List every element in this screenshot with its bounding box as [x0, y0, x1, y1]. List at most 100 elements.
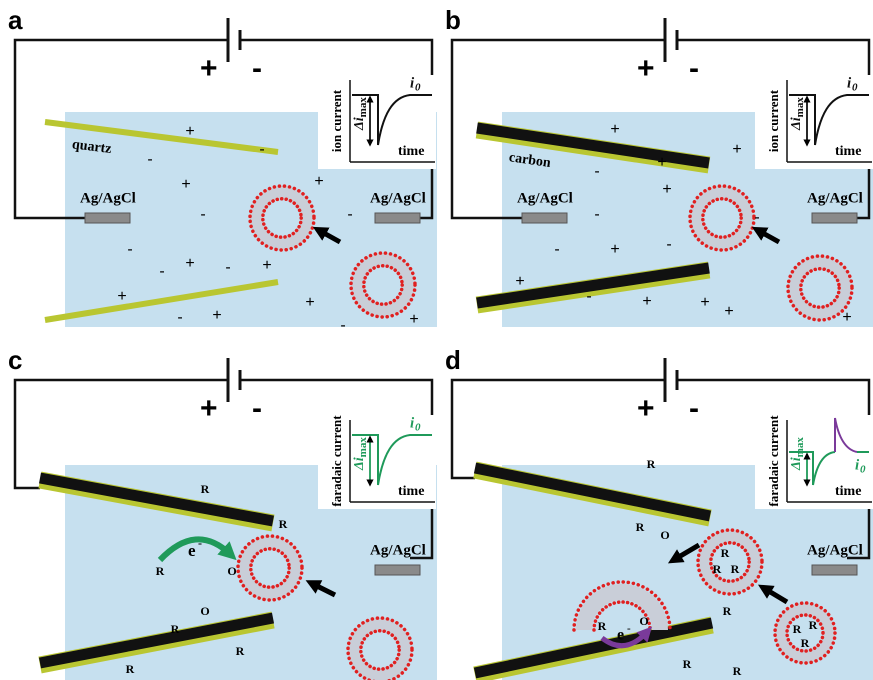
redox-species: R	[793, 622, 802, 636]
battery-minus: -	[689, 52, 699, 85]
electrode-label: Ag/AgCl	[517, 190, 573, 206]
electrode	[375, 213, 420, 223]
delta-subscript: max	[794, 437, 806, 458]
ion-charge: -	[347, 206, 352, 223]
current-subscript: 0	[852, 82, 858, 94]
battery-plus: +	[637, 392, 655, 425]
ion-charge: +	[212, 307, 221, 324]
electrode-label: Ag/AgCl	[370, 190, 426, 206]
battery-plus: +	[200, 392, 218, 425]
electrode-label: Ag/AgCl	[370, 542, 426, 558]
delta-symbol: Δi	[789, 117, 804, 131]
redox-species: R	[126, 662, 135, 676]
ion-charge: -	[666, 236, 671, 253]
ion-charge: +	[185, 123, 194, 140]
ion-charge: -	[259, 141, 264, 158]
ion-charge: +	[262, 257, 271, 274]
electrode-label: Ag/AgCl	[807, 542, 863, 558]
electrode	[522, 213, 567, 223]
electron-charge: -	[198, 536, 202, 550]
redox-species: R	[801, 636, 810, 650]
redox-species: R	[201, 482, 210, 496]
electrode	[85, 213, 130, 223]
ion-charge: -	[159, 263, 164, 280]
ion-charge: -	[754, 209, 759, 226]
ion-charge: +	[181, 176, 190, 193]
delta-subscript: max	[357, 437, 369, 458]
ion-charge: -	[200, 206, 205, 223]
ion-charge: +	[610, 121, 619, 138]
panel-label: c	[8, 345, 22, 375]
electron-label: e	[617, 627, 624, 644]
delta-symbol: Δi	[789, 457, 804, 471]
redox-species: R	[733, 664, 742, 678]
ion-charge: -	[554, 241, 559, 258]
redox-species: R	[721, 546, 730, 560]
current-subscript: 0	[415, 422, 421, 434]
panel: c+-Ag/AgCle-RRROORRRfaradaic currentΔima…	[8, 345, 437, 680]
figure: a+-Ag/AgClAg/AgClquartz+--+-+--+-++-++-+…	[0, 0, 873, 680]
ion-charge: +	[610, 241, 619, 258]
ion-charge: +	[117, 288, 126, 305]
ion-charge: +	[642, 293, 651, 310]
electrode	[812, 213, 857, 223]
inset-x-label: time	[398, 144, 424, 159]
electron-charge: -	[627, 623, 631, 635]
panel: a+-Ag/AgClAg/AgClquartz+--+-+--+-++-++-+…	[8, 5, 437, 334]
redox-species: O	[227, 564, 236, 578]
ion-charge: -	[177, 309, 182, 326]
current-subscript: 0	[860, 464, 866, 476]
redox-species: R	[731, 562, 740, 576]
inset-y-label: faradaic current	[329, 415, 344, 507]
battery-plus: +	[637, 52, 655, 85]
ion-charge: +	[409, 311, 418, 328]
redox-species: O	[660, 528, 669, 542]
redox-species: R	[636, 520, 645, 534]
redox-species: R	[723, 604, 732, 618]
ion-charge: -	[594, 206, 599, 223]
ion-charge: -	[594, 163, 599, 180]
electrode	[375, 565, 420, 575]
ion-charge: +	[657, 154, 666, 171]
ion-charge: +	[305, 294, 314, 311]
ion-charge: +	[732, 141, 741, 158]
redox-species: R	[236, 644, 245, 658]
ion-charge: -	[127, 241, 132, 258]
delta-subscript: max	[357, 97, 369, 118]
delta-symbol: Δi	[352, 457, 367, 471]
inset-y-label: faradaic current	[766, 415, 781, 507]
ion-charge: -	[147, 151, 152, 168]
delta-symbol: Δi	[352, 117, 367, 131]
ion-charge: +	[724, 303, 733, 320]
ion-charge: -	[586, 288, 591, 305]
redox-species: O	[639, 614, 648, 628]
inset-x-label: time	[835, 484, 861, 499]
redox-species: R	[279, 517, 288, 531]
redox-species: R	[171, 622, 180, 636]
electrode-label: Ag/AgCl	[807, 190, 863, 206]
battery-minus: -	[252, 392, 262, 425]
ion-charge: +	[662, 181, 671, 198]
panel-label: b	[445, 5, 461, 35]
inset-x-label: time	[398, 484, 424, 499]
ion-charge: -	[225, 259, 230, 276]
ion-charge: +	[185, 255, 194, 272]
electron-label: e	[188, 541, 196, 560]
inset-y-label: ion current	[766, 89, 781, 152]
delta-subscript: max	[794, 97, 806, 118]
electrode-label: Ag/AgCl	[80, 190, 136, 206]
current-subscript: 0	[415, 82, 421, 94]
ion-charge: -	[340, 317, 345, 334]
electrode	[812, 565, 857, 575]
redox-species: O	[200, 604, 209, 618]
ion-charge: +	[515, 273, 524, 290]
redox-species: R	[598, 619, 607, 633]
redox-species: R	[809, 618, 818, 632]
battery-minus: -	[252, 52, 262, 85]
inset-y-label: ion current	[329, 89, 344, 152]
battery-plus: +	[200, 52, 218, 85]
redox-species: R	[647, 457, 656, 471]
redox-species: R	[683, 657, 692, 671]
